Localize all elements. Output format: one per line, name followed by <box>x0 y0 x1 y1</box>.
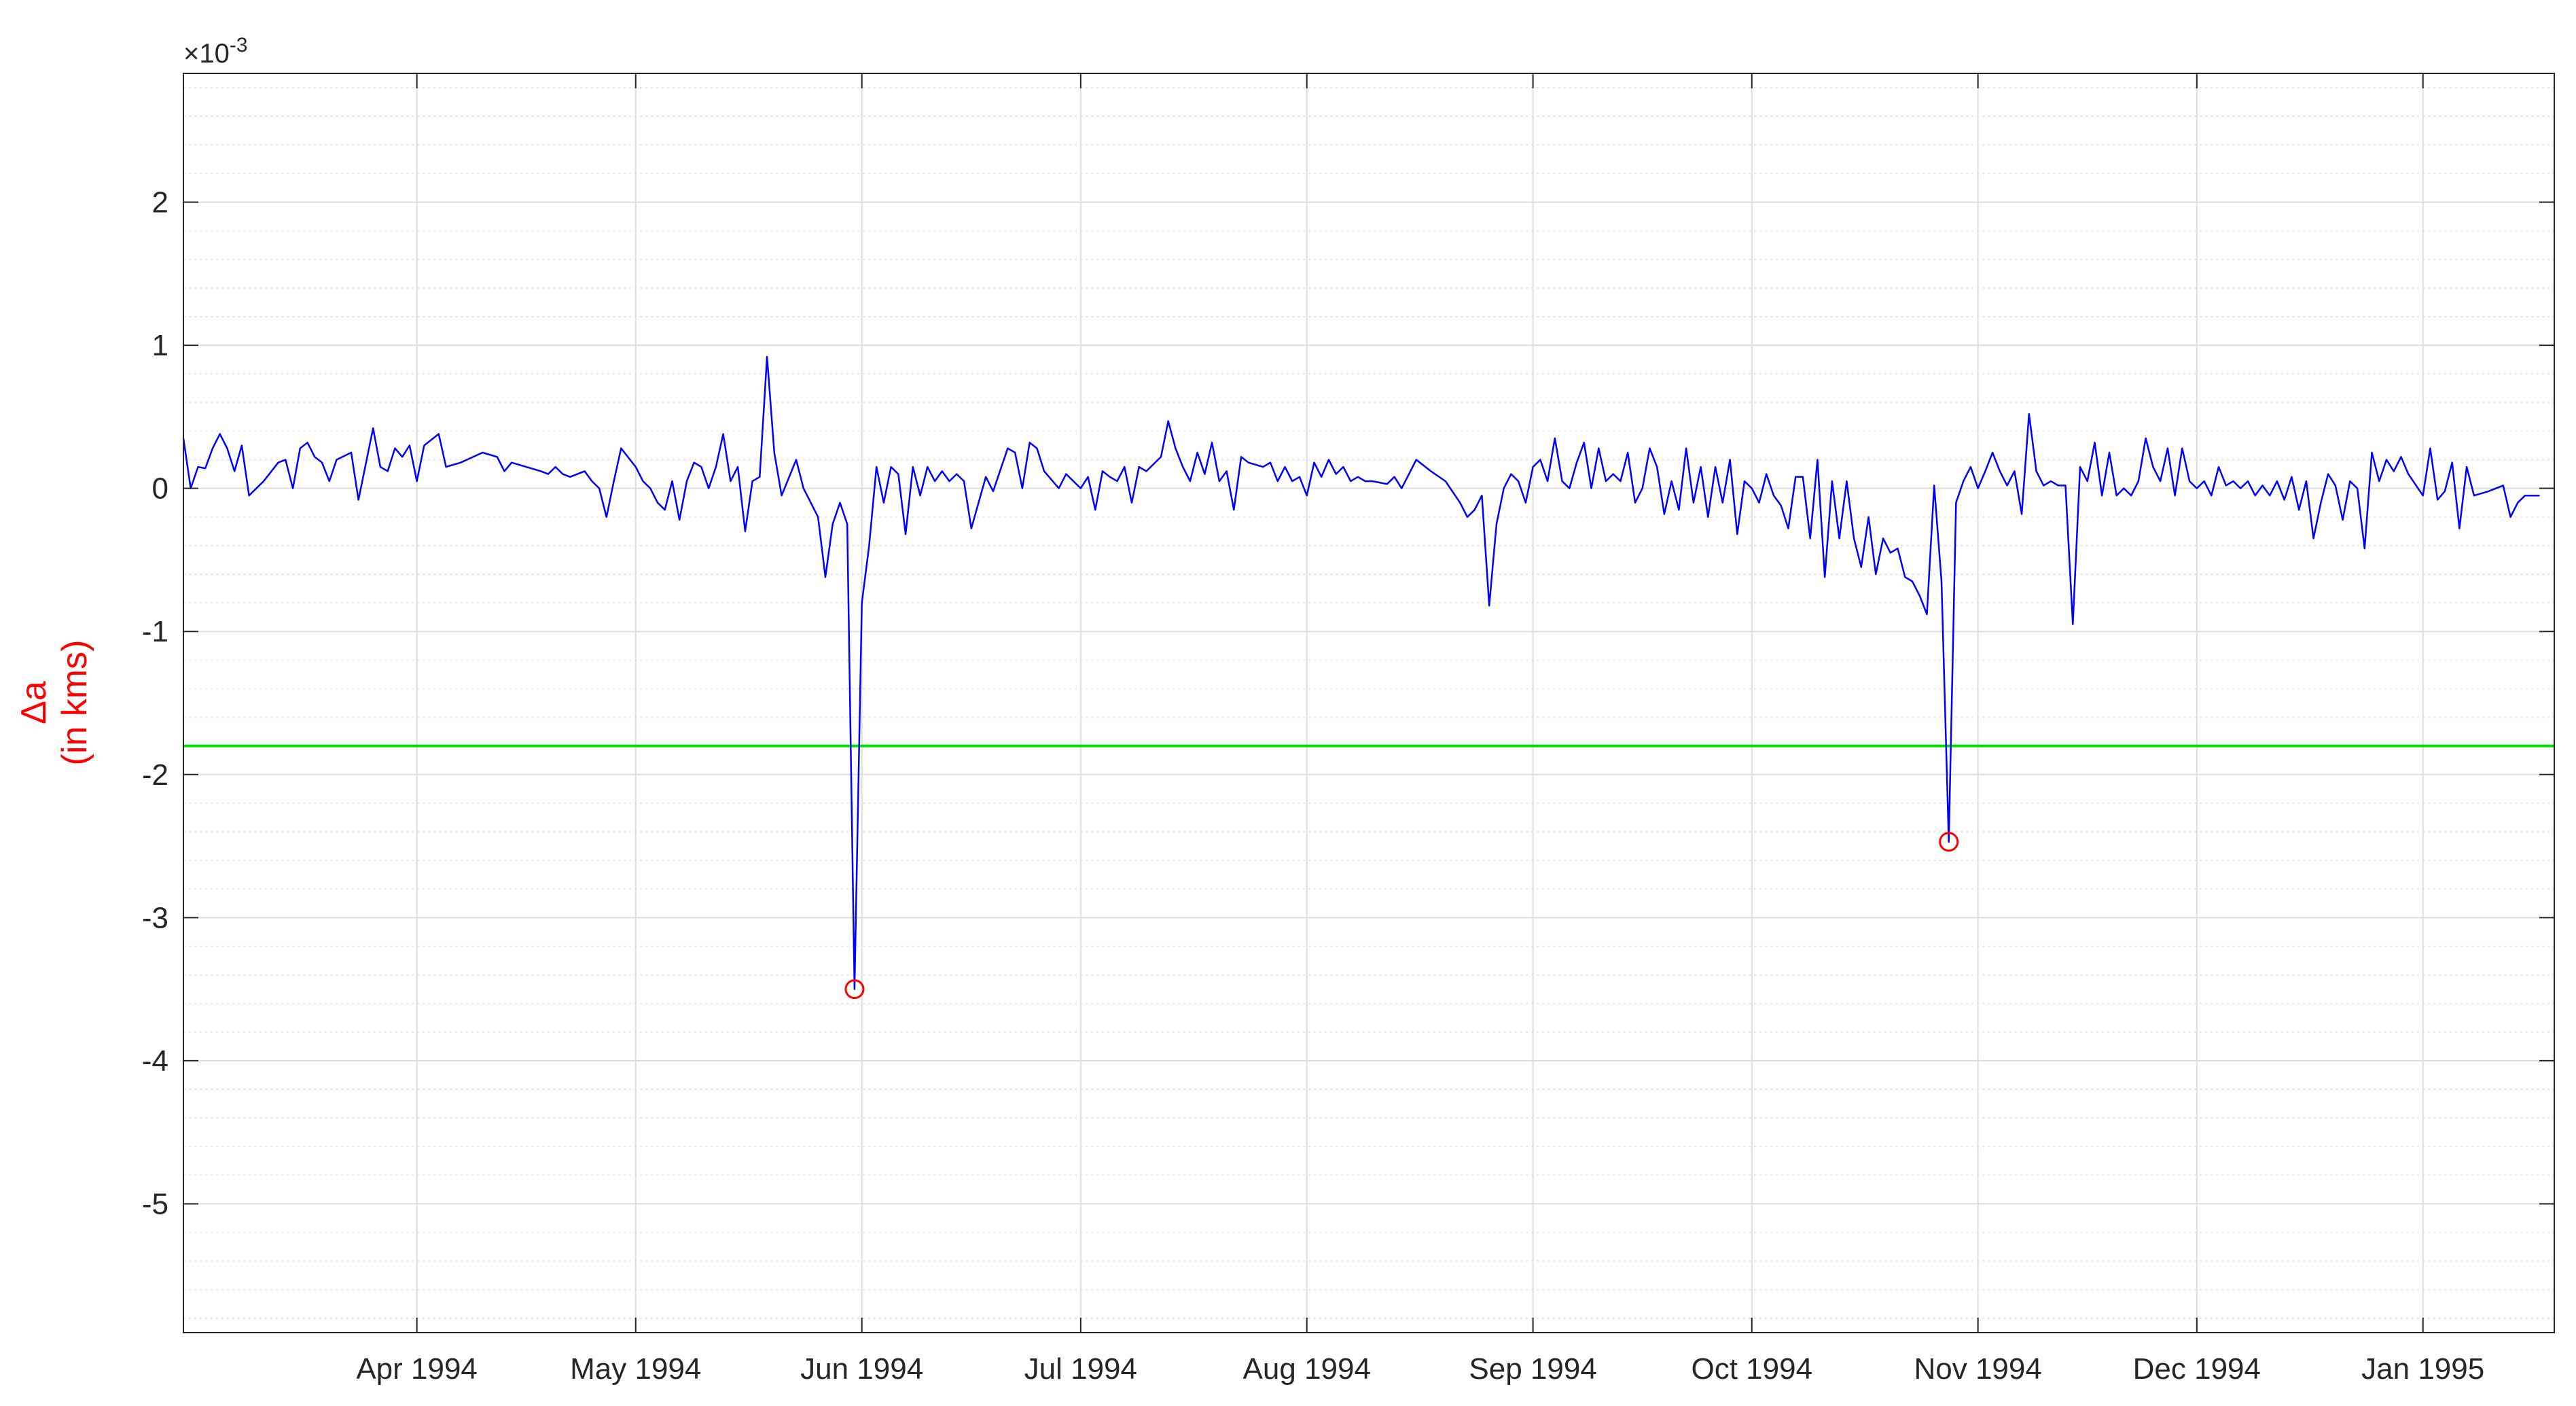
x-tick-label: Oct 1994 <box>1691 1352 1812 1386</box>
x-tick-label: Sep 1994 <box>1469 1352 1596 1386</box>
plot-background <box>183 73 2554 1333</box>
plot-frame <box>183 73 2555 1333</box>
x-axis-ticks: Apr 1994 May 1994 Jun 1994 Jul 1994 Aug 1994… <box>356 73 2484 1386</box>
x-tick-label: Jan 1995 <box>2361 1352 2484 1386</box>
y-axis-label-symbol: Δa <box>14 681 54 724</box>
y-axis-label: Δa (in kms) <box>14 640 95 766</box>
major-gridlines <box>183 73 2554 1333</box>
minimum-marker <box>1939 832 1959 852</box>
y-tick-label: -2 <box>142 758 168 792</box>
x-tick-label: Apr 1994 <box>356 1352 478 1386</box>
y-tick-label: -1 <box>142 615 168 648</box>
series-line <box>182 355 2540 990</box>
y-exponent-label: ×10-3 <box>183 34 248 69</box>
y-exponent-base: ×10 <box>183 39 230 69</box>
markers <box>844 832 1959 1000</box>
y-tick-label: -5 <box>142 1187 168 1220</box>
x-tick-label: Jul 1994 <box>1024 1352 1137 1386</box>
x-tick-label: Dec 1994 <box>2133 1352 2261 1386</box>
y-tick-label: 2 <box>152 186 168 219</box>
y-axis-ticks: 2 1 0 -1 -2 -3 -4 -5 <box>142 186 2554 1220</box>
y-tick-label: 0 <box>152 472 168 506</box>
x-tick-label: Nov 1994 <box>1914 1352 2041 1386</box>
y-tick-label: 1 <box>152 329 168 362</box>
y-axis-label-unit: (in kms) <box>55 639 94 766</box>
x-tick-label: Aug 1994 <box>1243 1352 1371 1386</box>
y-exponent-power: -3 <box>230 34 248 56</box>
y-tick-label: -4 <box>142 1044 168 1078</box>
y-tick-label: -3 <box>142 901 168 934</box>
x-tick-label: Jun 1994 <box>800 1352 923 1386</box>
x-tick-label: May 1994 <box>570 1352 701 1386</box>
minimum-marker <box>844 979 865 1000</box>
